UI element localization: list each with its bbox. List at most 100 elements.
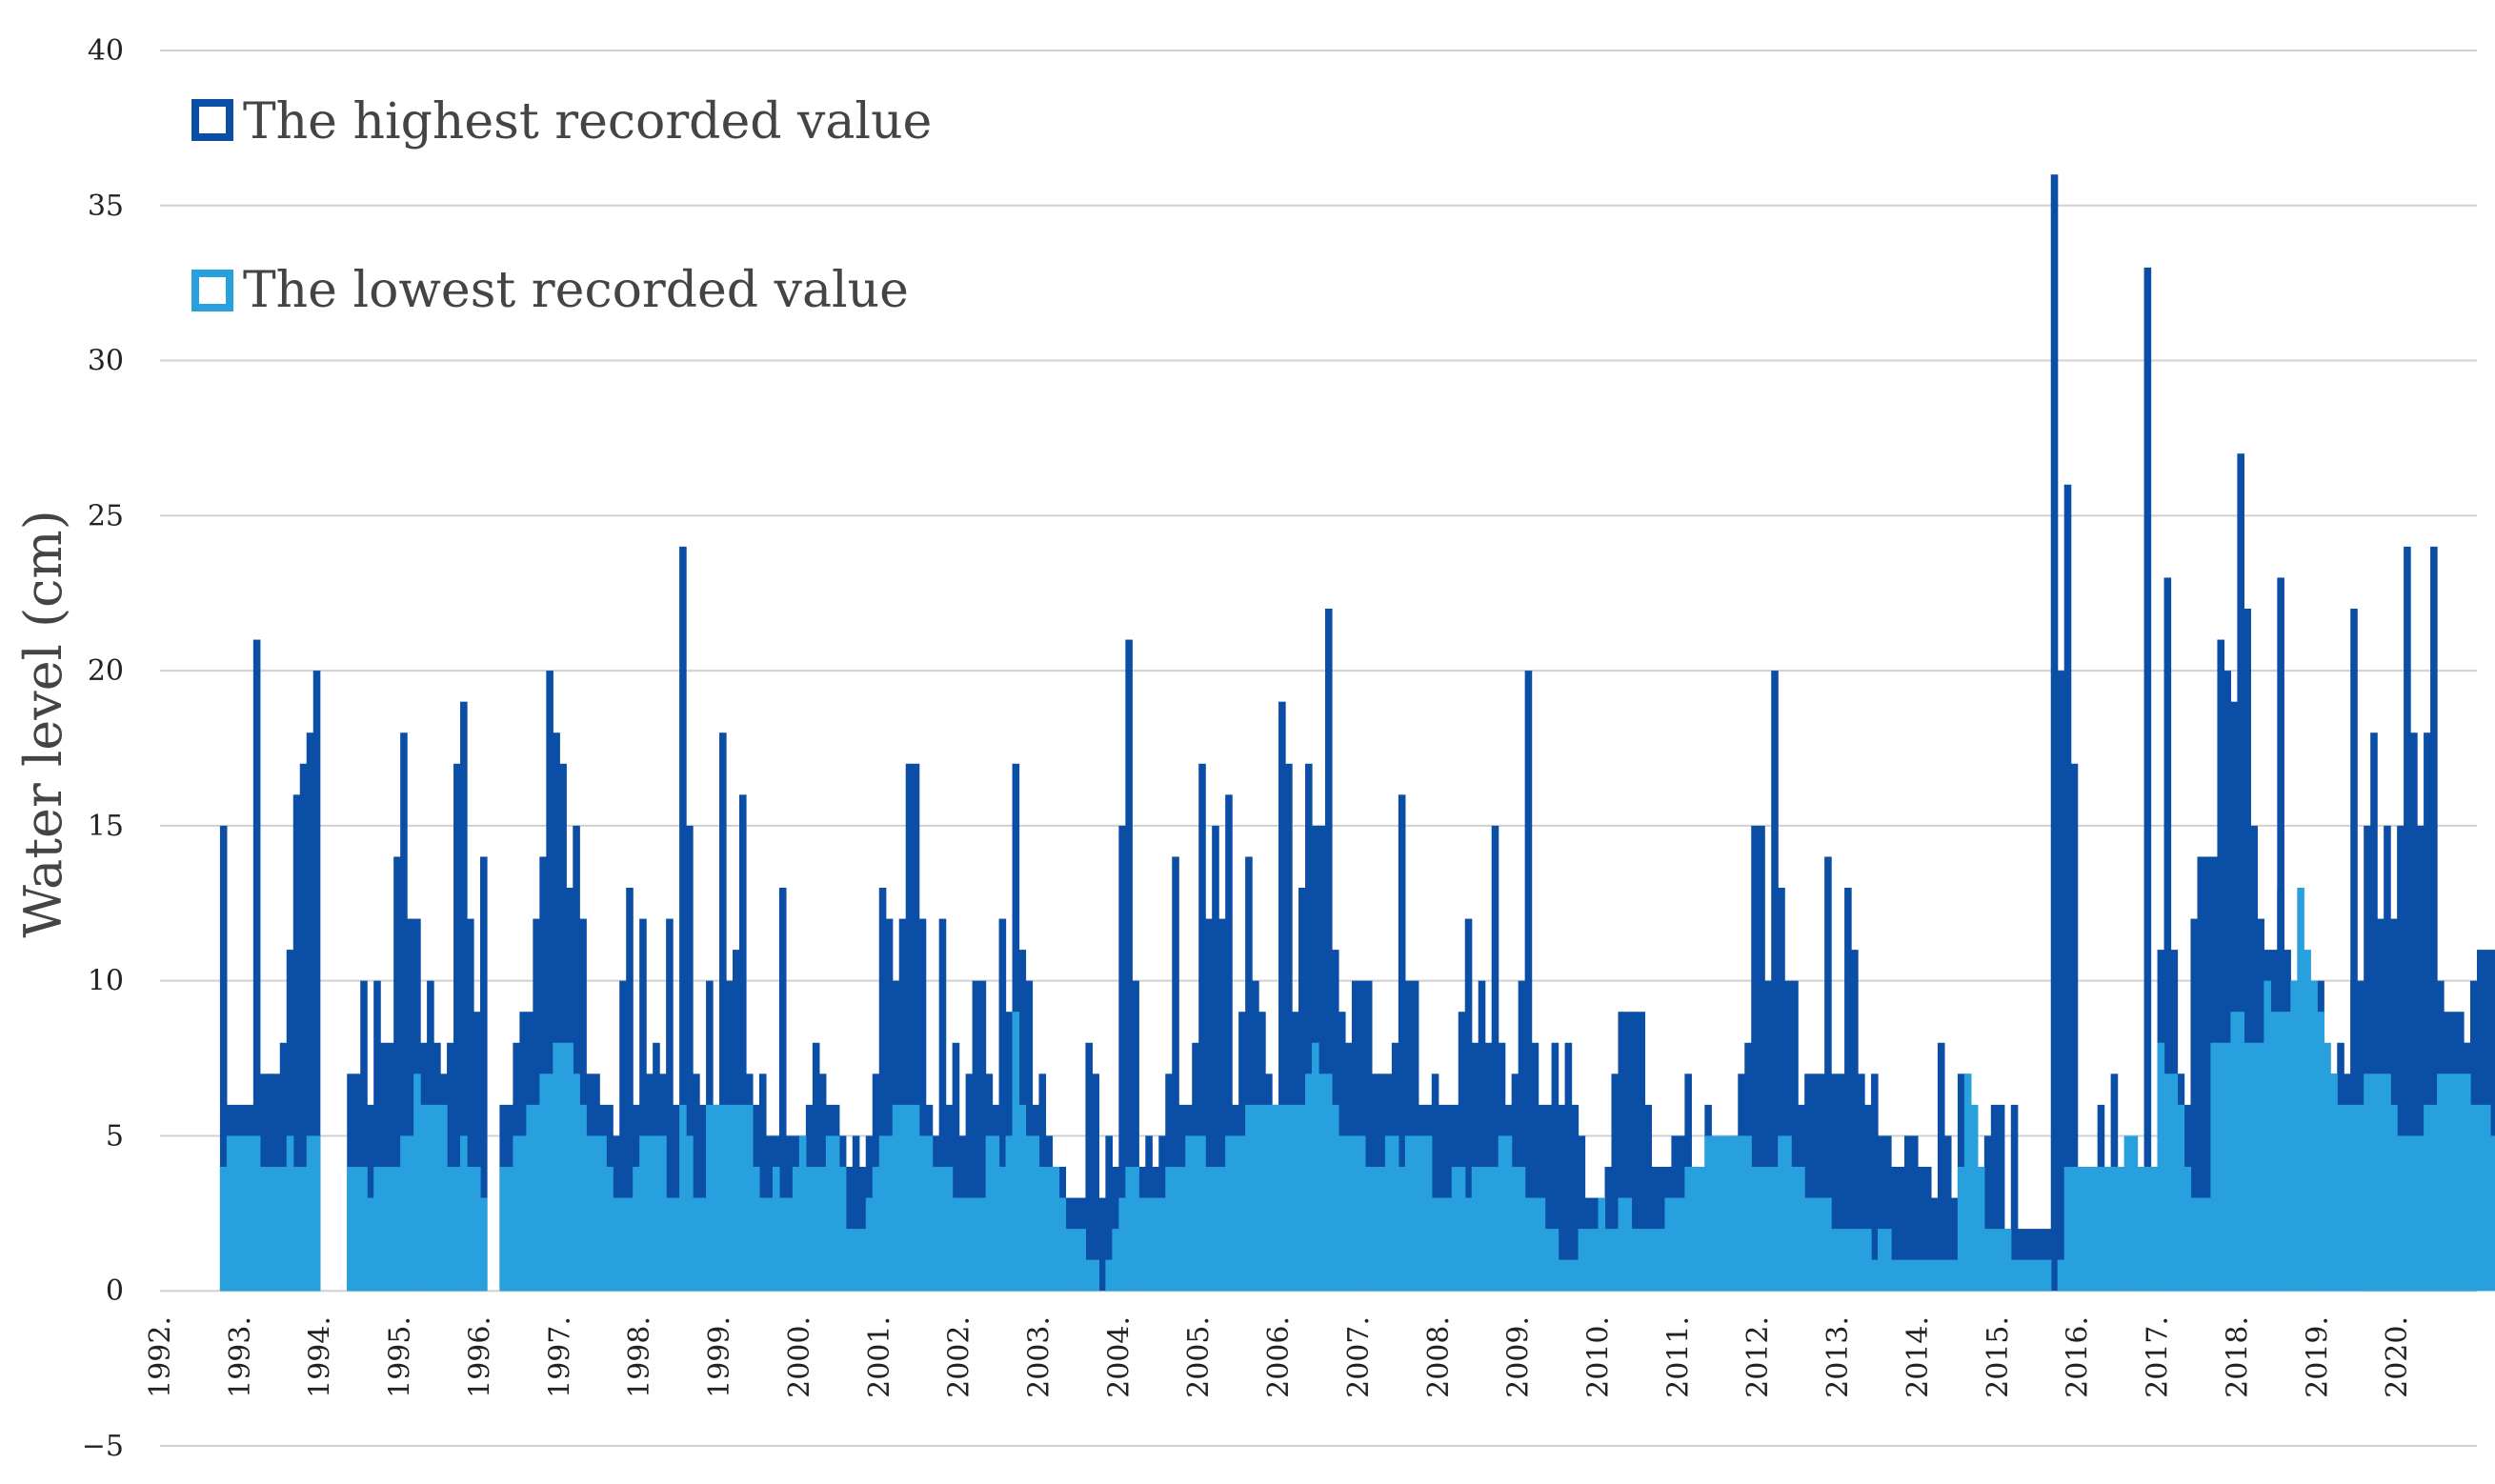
bar-lowest — [413, 1073, 421, 1292]
bar-lowest — [1312, 1042, 1319, 1292]
bar-lowest — [1791, 1167, 1799, 1292]
bar-lowest — [347, 1167, 354, 1292]
bar-highest — [912, 763, 920, 1292]
bar-lowest — [1591, 1229, 1600, 1292]
bar-lowest — [1504, 1135, 1513, 1292]
bar-highest — [686, 825, 694, 1292]
bar-lowest — [2444, 1073, 2451, 1292]
bar-highest — [2410, 732, 2418, 1292]
bar-highest — [1278, 701, 1286, 1292]
bar-lowest — [1491, 1167, 1499, 1292]
bar-highest — [998, 918, 1007, 1292]
bar-lowest — [1052, 1167, 1060, 1292]
bar-highest — [1903, 1135, 1912, 1292]
bar-lowest — [1298, 1104, 1306, 1292]
bar-lowest — [1884, 1229, 1892, 1292]
bar-highest — [639, 918, 647, 1292]
x-tick-label: 2015. — [1982, 1316, 2015, 1398]
bar-lowest — [219, 1167, 228, 1292]
x-tick-label: 1998. — [623, 1316, 656, 1398]
bar-lowest — [1943, 1259, 1952, 1292]
bar-highest — [1218, 918, 1226, 1292]
bar-lowest — [1132, 1167, 1139, 1292]
bar-lowest — [533, 1104, 540, 1292]
bar-lowest — [1238, 1135, 1246, 1292]
bar-lowest — [1571, 1259, 1579, 1292]
x-tick-labels: 1992. 1993. 1994. 1995. 1996. 1997. 1998. 1999.… — [144, 1316, 2414, 1398]
bar-lowest — [387, 1167, 394, 1292]
bar-lowest — [1272, 1104, 1279, 1292]
legend-label-lowest: The lowest recorded value — [243, 262, 909, 319]
bar-lowest — [2143, 1167, 2152, 1292]
bar-lowest — [2077, 1167, 2085, 1292]
bar-lowest — [952, 1197, 960, 1292]
bar-highest — [286, 950, 294, 1292]
bar-highest — [1818, 1073, 1825, 1292]
bar-highest — [666, 918, 674, 1292]
bar-lowest — [1957, 1167, 1965, 1292]
bar-lowest — [1970, 1104, 1979, 1292]
bar-lowest — [440, 1104, 448, 1292]
bar-lowest — [499, 1167, 507, 1292]
bar-lowest — [1950, 1259, 1959, 1292]
bar-lowest — [1758, 1167, 1765, 1292]
bar-lowest — [1058, 1197, 1067, 1292]
bar-lowest — [1651, 1229, 1660, 1292]
bar-lowest — [1638, 1229, 1646, 1292]
bar-lowest — [1738, 1135, 1745, 1292]
bar-lowest — [1285, 1104, 1293, 1292]
bar-lowest — [480, 1197, 488, 1292]
bar-lowest — [2223, 1042, 2232, 1292]
bar-lowest — [460, 1135, 468, 1292]
bar-highest — [1611, 1073, 1620, 1292]
bar-lowest — [1138, 1197, 1146, 1292]
bar-highest — [1758, 825, 1765, 1292]
bar-highest — [473, 1012, 481, 1292]
bar-lowest — [1704, 1135, 1712, 1292]
bar-lowest — [246, 1135, 254, 1292]
x-tick-label: 2016. — [2062, 1316, 2095, 1398]
bar-lowest — [1292, 1104, 1299, 1292]
x-tick-label: 1997. — [543, 1316, 576, 1398]
bar-lowest — [2230, 1012, 2239, 1292]
bar-lowest — [1212, 1167, 1219, 1292]
bar-lowest — [1844, 1229, 1852, 1292]
bar-highest — [1644, 1104, 1653, 1292]
bar-lowest — [892, 1104, 900, 1292]
bar-highest — [938, 918, 947, 1292]
bar-lowest — [1518, 1167, 1526, 1292]
x-tick-label: 2004. — [1102, 1316, 1136, 1398]
bar-lowest — [539, 1073, 547, 1292]
bar-lowest — [992, 1135, 1000, 1292]
bar-highest — [1578, 1135, 1586, 1292]
y-tick-label: 10 — [88, 965, 124, 998]
bar-lowest — [2450, 1073, 2458, 1292]
bar-lowest — [812, 1167, 820, 1292]
bar-lowest — [1038, 1167, 1047, 1292]
bar-highest — [2010, 1104, 2019, 1292]
bar-lowest — [1185, 1135, 1193, 1292]
bar-highest — [1791, 980, 1799, 1292]
bar-highest — [480, 856, 488, 1292]
x-tick-label: 2017. — [2142, 1316, 2175, 1398]
bar-lowest — [1564, 1259, 1573, 1292]
bar-lowest — [1438, 1197, 1446, 1292]
bar-lowest — [380, 1167, 388, 1292]
bar-lowest — [905, 1104, 914, 1292]
bar-lowest — [852, 1229, 860, 1292]
bar-lowest — [1751, 1167, 1759, 1292]
bar-highest — [2350, 609, 2358, 1292]
legend-item-highest: The highest recorded value — [191, 93, 932, 150]
bar-lowest — [1977, 1167, 1985, 1292]
x-tick-label: 2010. — [1582, 1316, 1616, 1398]
bar-lowest — [1544, 1229, 1553, 1292]
bar-lowest — [878, 1135, 887, 1292]
bar-highest — [1990, 1104, 1999, 1292]
legend-label-highest: The highest recorded value — [243, 93, 932, 150]
bar-lowest — [1324, 1073, 1333, 1292]
bar-lowest — [958, 1197, 967, 1292]
bar-lowest — [713, 1104, 720, 1292]
bar-lowest — [1711, 1135, 1719, 1292]
bar-lowest — [1484, 1167, 1493, 1292]
x-tick-label: 2000. — [783, 1316, 816, 1398]
